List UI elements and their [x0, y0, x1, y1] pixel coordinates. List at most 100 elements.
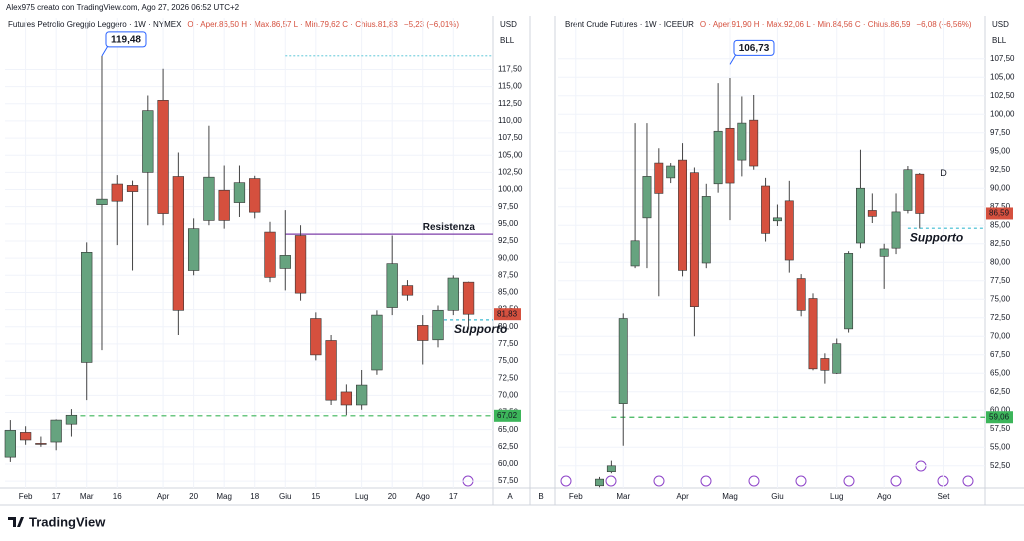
- watermark: Alex975 creato con TradingView.com, Ago …: [6, 3, 240, 12]
- y-tick-label: 87,50: [990, 202, 1011, 211]
- price-label-box: [494, 308, 521, 321]
- candle-body: [761, 185, 771, 234]
- candle-body: [867, 210, 877, 217]
- callout-label: 119,48: [111, 35, 141, 46]
- event-icon[interactable]: [962, 475, 974, 487]
- currency-label: USD: [992, 20, 1009, 29]
- candle-body: [737, 122, 747, 161]
- y-tick-label: 92,50: [498, 236, 519, 245]
- candle-body: [915, 173, 925, 214]
- x-tick-label: Feb: [569, 492, 583, 501]
- candle-body: [749, 119, 759, 167]
- symbol-name: Brent Crude Futures · 1W · ICEEUR: [565, 20, 694, 29]
- panel-button[interactable]: B: [538, 492, 543, 501]
- x-tick-label: Feb: [19, 492, 33, 501]
- x-tick-label: Apr: [157, 492, 170, 501]
- y-tick-label: 82,50: [990, 239, 1011, 248]
- event-icon[interactable]: [560, 475, 572, 487]
- event-icon[interactable]: [795, 475, 807, 487]
- x-tick-label: Ago: [416, 492, 431, 501]
- candle-body: [96, 198, 108, 205]
- candle-body: [891, 211, 901, 249]
- y-tick-label: 75,00: [990, 294, 1011, 303]
- candle-body: [630, 240, 640, 267]
- brand-logo: TradingView: [8, 514, 106, 529]
- event-icon[interactable]: [890, 475, 902, 487]
- candle-body: [65, 414, 78, 425]
- y-tick-label: 72,50: [990, 313, 1011, 322]
- y-tick-label: 90,00: [498, 253, 519, 262]
- y-tick-label: 80,00: [498, 322, 519, 331]
- y-tick-label: 57,50: [498, 476, 519, 485]
- x-tick-label: Mar: [80, 492, 94, 501]
- unit-label: BLL: [500, 36, 515, 45]
- y-tick-label: 70,00: [990, 331, 1011, 340]
- candle-body: [903, 169, 913, 211]
- candle-body: [725, 127, 735, 184]
- x-tick-label: 15: [311, 492, 320, 501]
- candle-body: [844, 253, 854, 330]
- candle-body: [642, 176, 652, 219]
- candle-body: [386, 263, 398, 308]
- change-value: −5,23 (−6,01%): [404, 20, 459, 29]
- y-tick-label: 92,50: [990, 165, 1011, 174]
- candle-body: [340, 391, 353, 406]
- candle-body: [203, 176, 215, 221]
- y-tick-label: 85,00: [990, 220, 1011, 229]
- x-tick-label: 20: [388, 492, 397, 501]
- price-label: 59,06: [989, 412, 1010, 421]
- candle-body: [808, 298, 818, 370]
- y-tick-label: 60,00: [498, 459, 519, 468]
- candle-body: [218, 189, 230, 221]
- y-tick-label: 62,50: [498, 442, 519, 451]
- candle-body: [233, 182, 246, 203]
- candle-body: [187, 228, 200, 271]
- x-tick-label: 17: [52, 492, 61, 501]
- y-tick-label: 57,50: [990, 424, 1011, 433]
- y-tick-label: 75,00: [498, 356, 519, 365]
- event-icon[interactable]: [605, 475, 617, 487]
- price-label: 81,83: [497, 309, 518, 318]
- candle-body: [310, 318, 322, 356]
- y-tick-label: 70,00: [498, 390, 519, 399]
- candle-body: [172, 176, 185, 311]
- candle-body: [462, 281, 475, 315]
- candle-body: [689, 172, 699, 307]
- candle-body: [264, 231, 276, 278]
- event-icon[interactable]: [748, 475, 760, 487]
- x-tick-label: 17: [449, 492, 458, 501]
- x-tick-label: Ago: [877, 492, 892, 501]
- x-tick-label: Mag: [722, 492, 738, 501]
- y-tick-label: 52,50: [990, 461, 1011, 470]
- y-tick-label: 85,00: [498, 288, 519, 297]
- candle-body: [447, 277, 459, 311]
- symbol-name: Futures Petrolio Greggio Leggero · 1W · …: [8, 20, 182, 29]
- event-icon[interactable]: [700, 475, 712, 487]
- candle-body: [820, 358, 830, 371]
- y-tick-label: 97,50: [498, 202, 519, 211]
- candle-body: [4, 430, 16, 458]
- y-tick-label: 112,50: [498, 99, 522, 108]
- candle-body: [401, 285, 414, 296]
- event-icon[interactable]: [653, 475, 665, 487]
- candle-body: [325, 340, 337, 401]
- candle-body: [595, 478, 604, 487]
- y-tick-label: 95,00: [990, 146, 1011, 155]
- x-tick-label: Lug: [355, 492, 368, 501]
- candle-body: [294, 235, 307, 294]
- candle-body: [772, 217, 782, 222]
- event-icons: [462, 460, 974, 487]
- candle-body: [81, 252, 93, 363]
- y-tick-label: 107,50: [990, 54, 1015, 63]
- line-label: Supporto: [454, 322, 507, 336]
- y-tick-label: 102,50: [990, 91, 1015, 100]
- line-label: Supporto: [910, 230, 963, 244]
- candle-body: [355, 384, 368, 406]
- panel-button[interactable]: A: [507, 492, 513, 501]
- event-icon[interactable]: [843, 475, 855, 487]
- y-tick-label: 65,00: [498, 425, 519, 434]
- ohlc-values: O · Aper.86,50 H · Max.86,57 L · Min.79,…: [187, 20, 398, 29]
- y-tick-label: 100,00: [990, 109, 1015, 118]
